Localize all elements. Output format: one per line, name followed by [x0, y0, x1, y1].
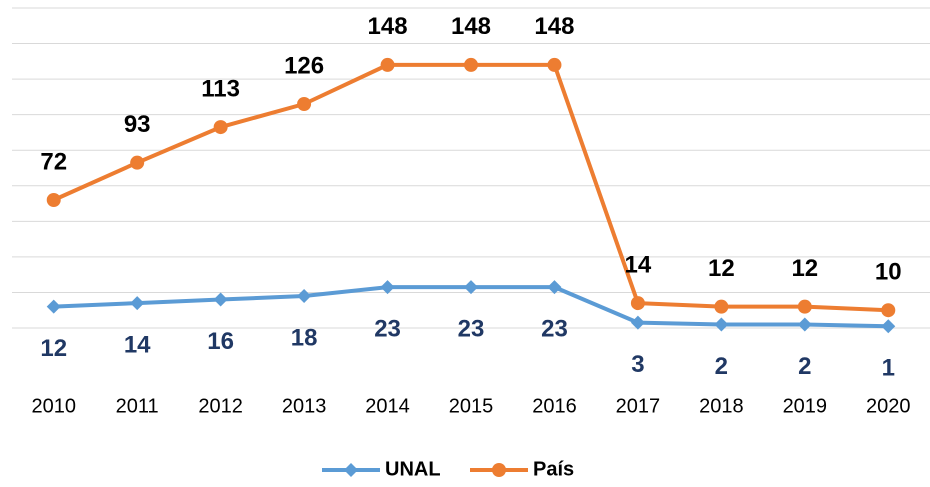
- data-label: 12: [791, 255, 818, 282]
- marker: [46, 299, 61, 314]
- marker: [630, 315, 645, 330]
- x-tick-label: 2013: [282, 395, 327, 417]
- series-line: [52, 62, 889, 313]
- data-label: 148: [451, 13, 491, 40]
- data-label: 72: [40, 148, 67, 175]
- marker: [213, 120, 228, 135]
- marker: [464, 57, 478, 72]
- x-tick-label: 2011: [116, 395, 159, 417]
- data-label: 14: [124, 331, 151, 358]
- x-tick-label: 2016: [532, 395, 577, 417]
- x-tick-label: 2012: [198, 395, 243, 417]
- marker: [714, 299, 729, 314]
- marker: [344, 463, 358, 477]
- data-label: 12: [708, 255, 735, 282]
- data-label: 2: [715, 353, 728, 380]
- data-label: 12: [40, 335, 67, 362]
- data-label: 126: [284, 52, 324, 79]
- data-label: 10: [875, 259, 902, 286]
- marker: [130, 296, 145, 311]
- x-tick-label: 2015: [449, 395, 494, 417]
- data-label: 3: [631, 351, 644, 378]
- marker: [492, 463, 506, 477]
- data-label: 16: [207, 328, 234, 355]
- x-tick-label: 2019: [783, 395, 828, 417]
- marker: [547, 280, 562, 295]
- marker: [797, 299, 812, 314]
- marker: [797, 317, 812, 332]
- data-label: 2: [798, 353, 811, 380]
- marker: [881, 319, 896, 334]
- marker: [380, 280, 395, 295]
- data-label: 93: [124, 111, 151, 138]
- marker: [380, 57, 395, 72]
- marker: [630, 296, 645, 311]
- marker: [464, 280, 478, 295]
- marker: [297, 97, 312, 111]
- data-label: 113: [201, 75, 240, 102]
- data-label: 23: [541, 315, 568, 342]
- marker: [714, 317, 729, 332]
- x-tick-label: 2020: [866, 395, 911, 417]
- data-label: 23: [374, 315, 401, 342]
- x-tick-label: 2017: [616, 395, 661, 417]
- marker: [46, 193, 61, 207]
- marker: [213, 292, 228, 307]
- marker: [297, 289, 312, 303]
- data-label: 14: [625, 251, 652, 278]
- data-label: 23: [458, 315, 485, 342]
- data-label: 1: [882, 355, 895, 382]
- x-tick-label: 2014: [365, 395, 410, 417]
- legend-label: País: [533, 458, 574, 480]
- data-label: 148: [534, 13, 574, 40]
- marker: [130, 155, 145, 170]
- legend-label: UNAL: [385, 458, 441, 480]
- x-tick-label: 2018: [699, 395, 744, 417]
- marker: [881, 303, 896, 318]
- data-label: 18: [291, 324, 318, 351]
- marker: [547, 57, 562, 72]
- x-tick-label: 2010: [31, 395, 76, 417]
- data-label: 148: [368, 13, 408, 40]
